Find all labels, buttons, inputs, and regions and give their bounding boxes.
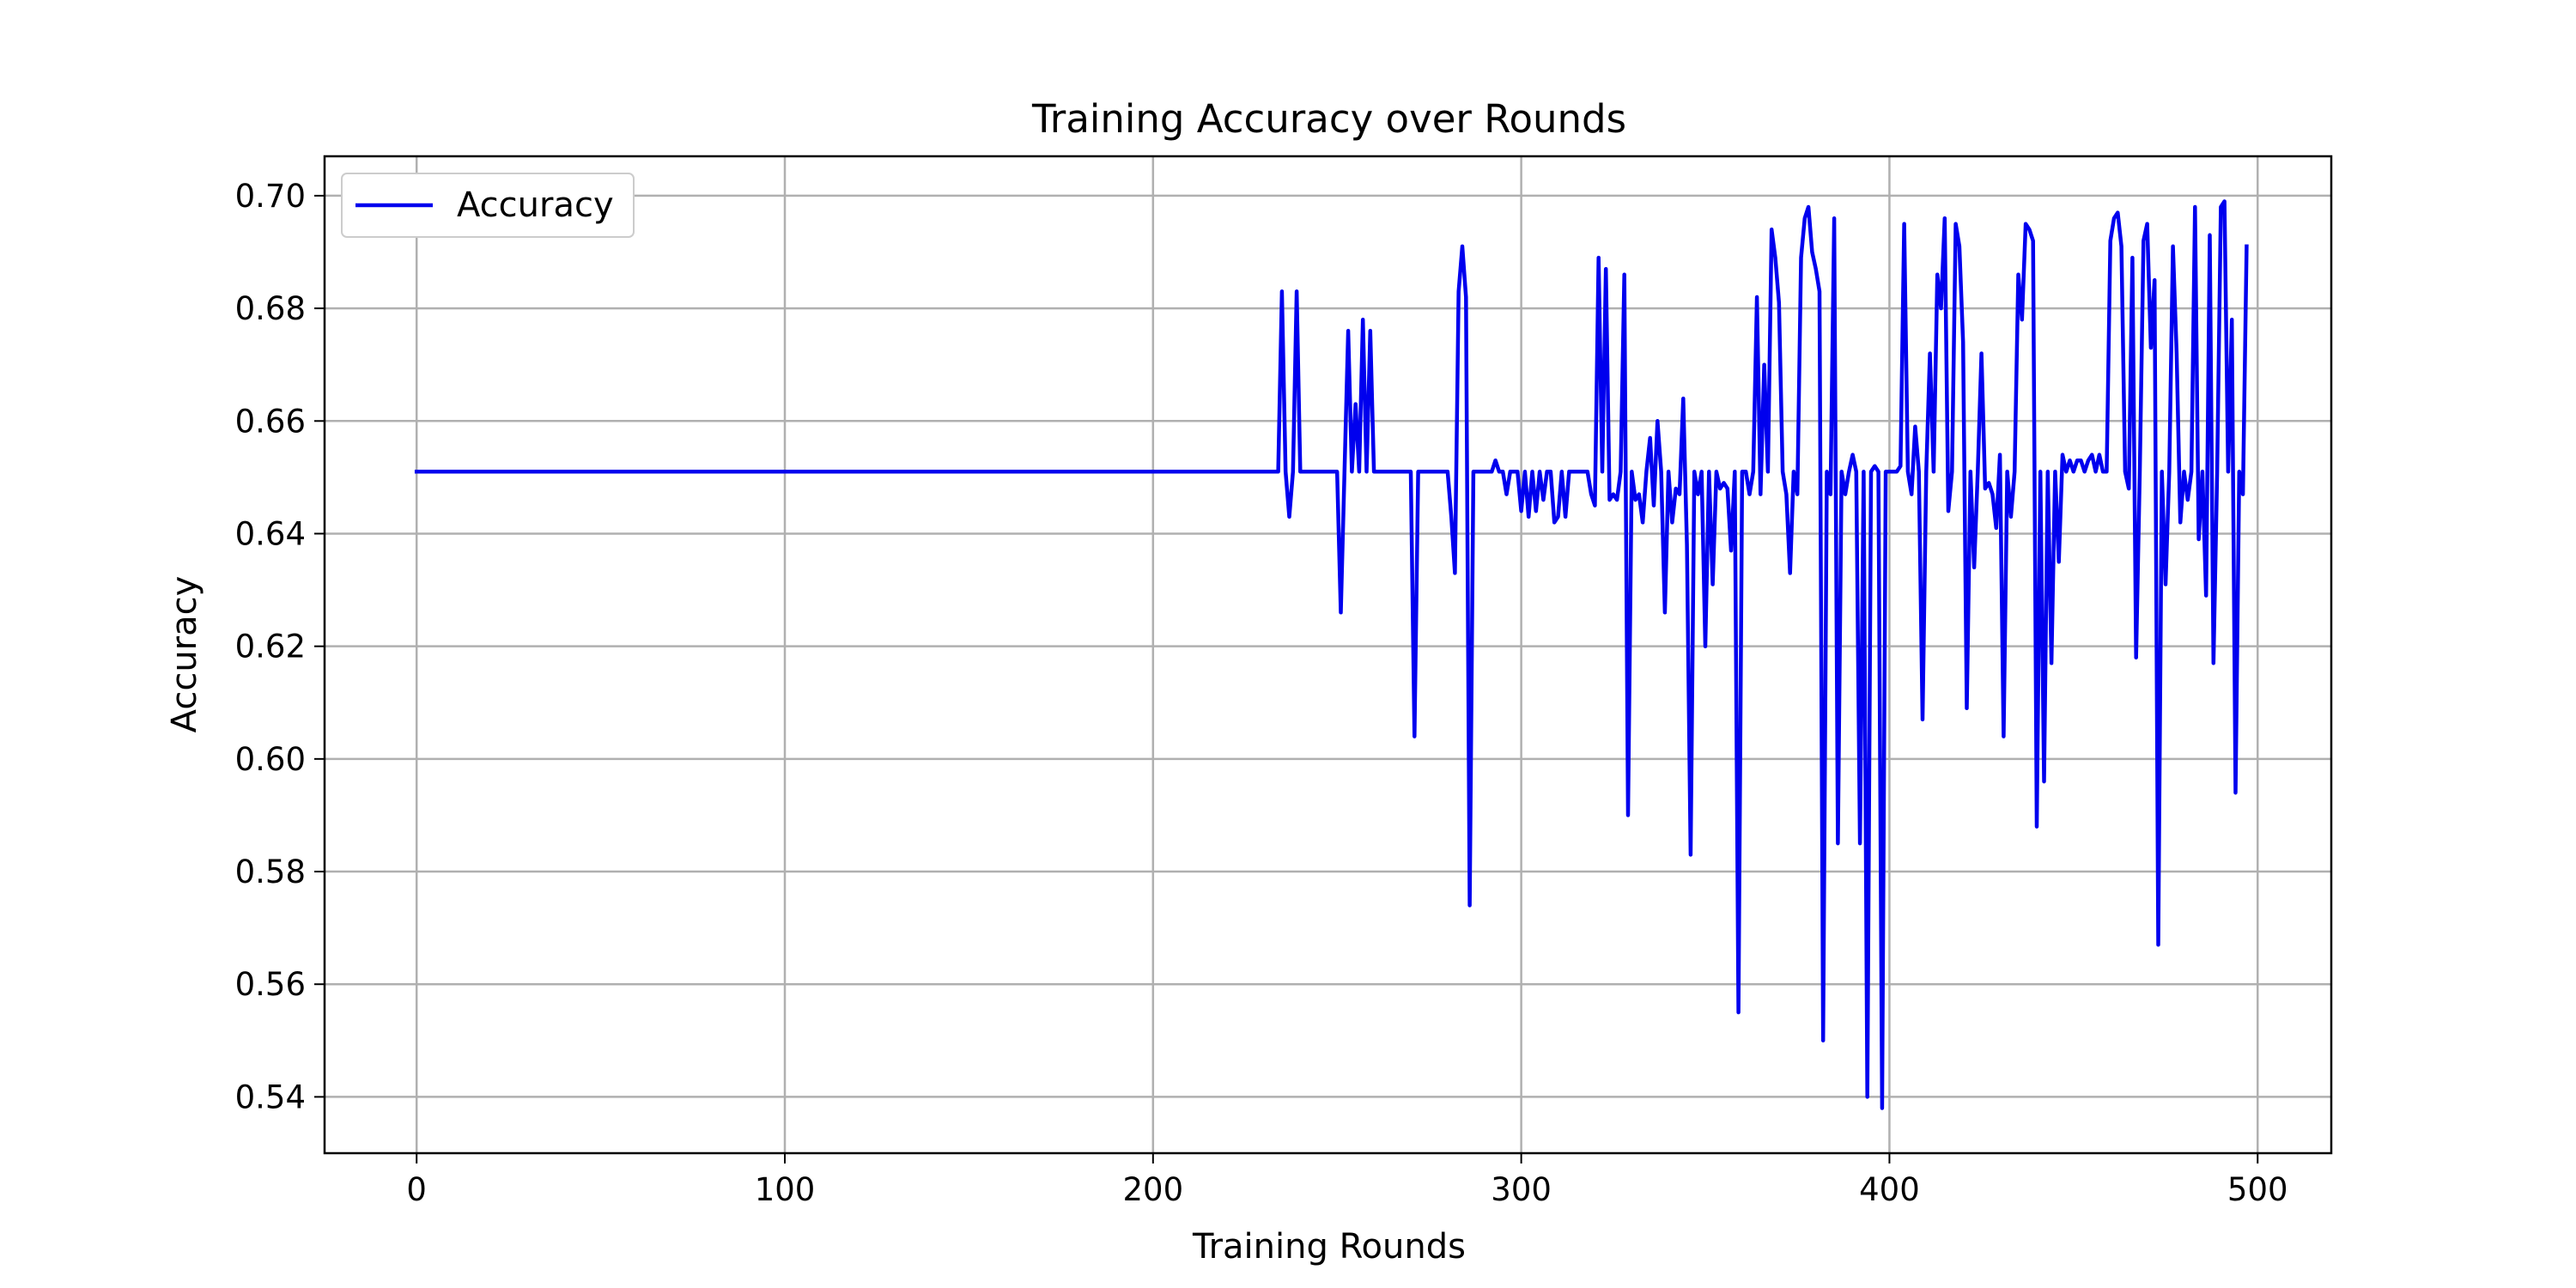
y-axis-label: Accuracy xyxy=(165,576,204,733)
x-tick-label: 300 xyxy=(1491,1171,1552,1208)
series-line-accuracy xyxy=(414,199,2249,1110)
plot-frame xyxy=(323,155,2333,1155)
legend-label-accuracy: Accuracy xyxy=(457,185,614,225)
chart-title: Training Accuracy over Rounds xyxy=(1031,96,1626,142)
y-tick-label: 0.56 xyxy=(235,966,306,1003)
y-tick-label: 0.60 xyxy=(235,741,306,778)
x-tick-label: 400 xyxy=(1859,1171,1920,1208)
x-tick-label: 100 xyxy=(755,1171,816,1208)
y-tick-label: 0.68 xyxy=(235,290,306,327)
x-tick-label: 500 xyxy=(2227,1171,2288,1208)
y-axis-ticks: 0.54 0.56 0.58 0.60 0.62 0.64 0.66 0.68 0.70 xyxy=(235,178,325,1115)
y-tick-label: 0.66 xyxy=(235,403,306,440)
y-tick-label: 0.62 xyxy=(235,629,306,665)
grid-layer xyxy=(325,156,2331,1153)
y-tick-label: 0.70 xyxy=(235,178,306,215)
series-layer xyxy=(414,199,2249,1110)
x-axis-ticks: 0 100 200 300 400 500 xyxy=(406,1153,2288,1208)
x-axis-label: Training Rounds xyxy=(1192,1227,1466,1267)
legend: Accuracy xyxy=(341,173,635,238)
legend-box xyxy=(341,173,635,238)
y-tick-label: 0.54 xyxy=(235,1078,306,1115)
y-tick-label: 0.64 xyxy=(235,515,306,552)
x-tick-label: 200 xyxy=(1123,1171,1184,1208)
x-tick-label: 0 xyxy=(406,1171,427,1208)
y-tick-label: 0.58 xyxy=(235,854,306,890)
